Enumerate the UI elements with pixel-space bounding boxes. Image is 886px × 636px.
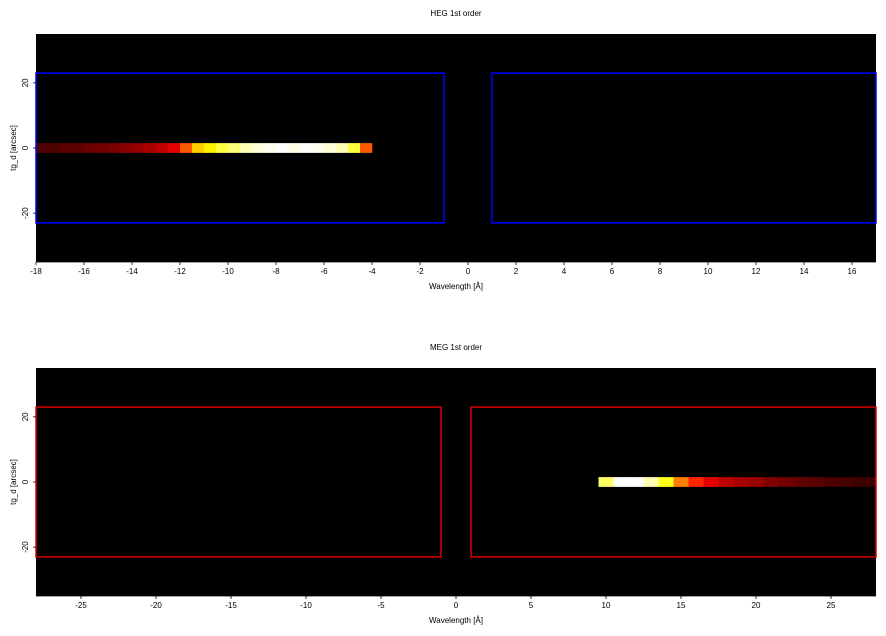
x-tick-label: 0 [466,267,471,276]
x-tick-label: -10 [300,601,312,610]
heatmap-cell [336,143,349,153]
heatmap-cell [868,477,877,487]
heatmap-cell [120,143,133,153]
y-tick-label: -20 [21,207,30,219]
heatmap-cell [838,477,854,487]
heatmap-cell [703,477,719,487]
heatmap-cell [60,143,73,153]
heatmap-cell [793,477,809,487]
heatmap-cell [216,143,229,153]
heatmap-cell [853,477,869,487]
heatmap-cell [348,143,361,153]
heatmap-cell [733,477,749,487]
heatmap-cell [108,143,121,153]
x-tick-label: -8 [272,267,280,276]
x-tick-label: 5 [529,601,534,610]
x-tick-label: 15 [677,601,686,610]
heatmap-cell [673,477,689,487]
heatmap-cell [84,143,97,153]
x-tick-label: -14 [126,267,138,276]
x-tick-label: 14 [800,267,809,276]
heatmap-cell [228,143,241,153]
x-tick-label: 20 [752,601,761,610]
heatmap-cell [168,143,181,153]
heatmap-cell [180,143,193,153]
x-tick-label: 4 [562,267,567,276]
x-axis-label: Wavelength [Å] [429,616,483,625]
y-tick-label: -20 [21,541,30,553]
extraction-region [491,72,877,224]
heatmap-cell [240,143,253,153]
x-tick-label: -2 [416,267,424,276]
heatmap-cell [324,143,337,153]
heatmap-cell [718,477,734,487]
heatmap-cell [192,143,205,153]
heatmap-cell [763,477,779,487]
y-axis-label: tg_d [arcsec] [9,125,18,171]
y-tick-label: 20 [21,78,30,87]
x-tick-label: -6 [320,267,328,276]
heatmap-cell [288,143,301,153]
heatmap-cell [132,143,145,153]
chart-title: HEG 1st order [430,9,481,18]
x-tick-label: -4 [368,267,376,276]
x-tick-label: 2 [514,267,519,276]
heatmap-cell [252,143,265,153]
heatmap-cell [276,143,289,153]
heatmap-cell [96,143,109,153]
x-tick-label: 0 [454,601,459,610]
x-tick-label: 8 [658,267,663,276]
x-tick-label: -20 [150,601,162,610]
heatmap-cell [823,477,839,487]
heatmap-cell [72,143,85,153]
x-tick-label: 10 [602,601,611,610]
x-tick-label: -25 [75,601,87,610]
heatmap-cell [778,477,794,487]
x-tick-label: -12 [174,267,186,276]
heatmap-cell [264,143,277,153]
heatmap-cell [360,143,373,153]
heatmap-cell [658,477,674,487]
x-tick-label: 12 [752,267,761,276]
x-tick-label: -5 [377,601,385,610]
y-tick-label: 20 [21,412,30,421]
chart-title: MEG 1st order [430,343,482,352]
x-axis-label: Wavelength [Å] [429,282,483,291]
x-tick-label: 16 [848,267,857,276]
x-tick-label: 25 [827,601,836,610]
y-tick-label: 0 [21,479,30,484]
heatmap-cell [808,477,824,487]
heatmap-cell [48,143,61,153]
heatmap-cell [688,477,704,487]
x-tick-label: 10 [704,267,713,276]
heatmap-cell [628,477,644,487]
x-tick-label: -18 [30,267,42,276]
heatmap-cell [643,477,659,487]
heatmap-cell [598,477,614,487]
x-tick-label: -10 [222,267,234,276]
heatmap-cell [36,143,49,153]
heatmap-cell [144,143,157,153]
heatmap-cell [312,143,325,153]
x-tick-label: -16 [78,267,90,276]
heatmap-cell [156,143,169,153]
y-axis-label: tg_d [arcsec] [9,459,18,505]
heatmap-cell [748,477,764,487]
x-tick-label: 6 [610,267,615,276]
heatmap-cell [204,143,217,153]
heatmap-cell [300,143,313,153]
x-tick-label: -15 [225,601,237,610]
y-tick-label: 0 [21,145,30,150]
heatmap-cell [613,477,629,487]
extraction-region [470,406,877,558]
